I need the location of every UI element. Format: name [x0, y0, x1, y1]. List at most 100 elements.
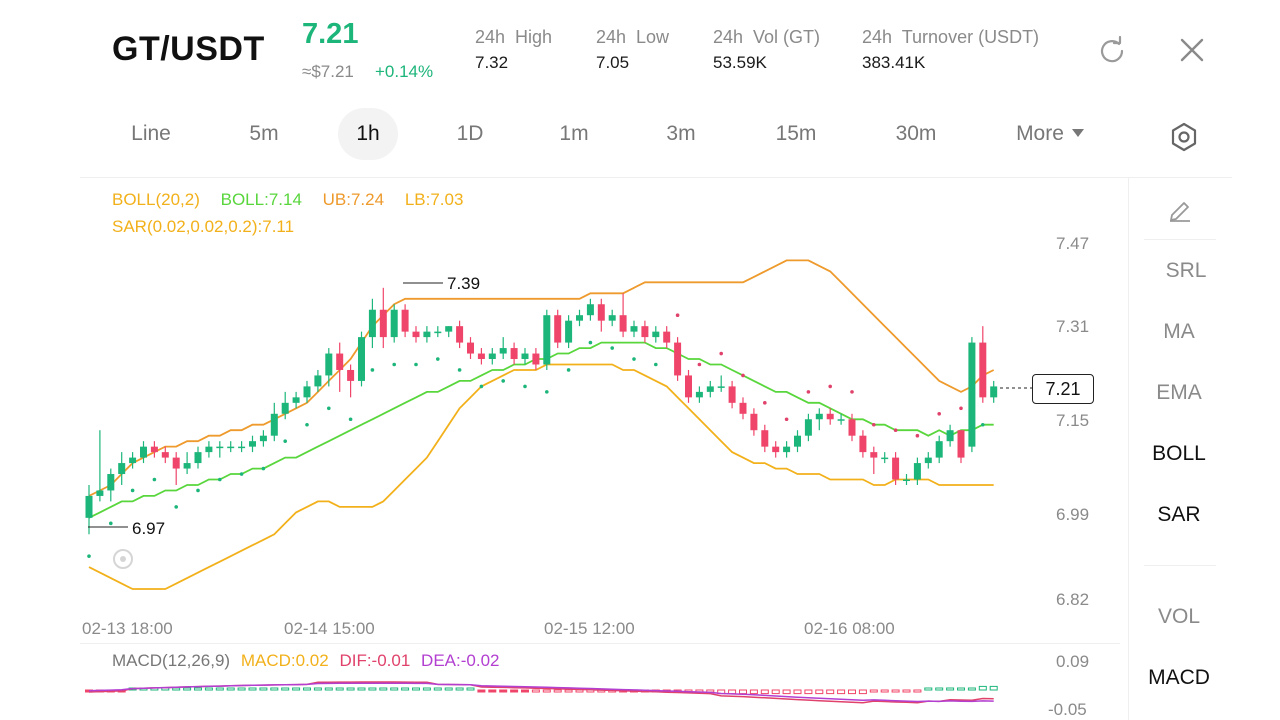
- stat-24h-volume: 24h Vol (GT) 53.59K: [713, 27, 820, 73]
- candle-body: [881, 457, 889, 460]
- macd-bar: [967, 687, 976, 691]
- candle: [129, 452, 137, 469]
- macd-bar: [433, 687, 442, 691]
- macd-bar: [172, 687, 181, 691]
- tab-1h[interactable]: 1h: [338, 108, 398, 160]
- tab-30m[interactable]: 30m: [876, 108, 956, 160]
- side-menu-separator: [1144, 565, 1216, 566]
- side-item-srl[interactable]: SRL: [1165, 259, 1207, 282]
- macd-bar: [531, 689, 540, 693]
- side-item-sar[interactable]: SAR: [1157, 503, 1201, 526]
- candle-body: [728, 386, 736, 403]
- candle: [401, 304, 409, 338]
- boll-value: BOLL:7.14: [220, 190, 302, 209]
- macd-bar: [510, 689, 519, 693]
- candle: [968, 337, 976, 453]
- sar-dot: [152, 477, 157, 482]
- candle-body: [325, 353, 333, 376]
- boll-middle-band: [88, 341, 994, 519]
- pencil-icon[interactable]: [1166, 195, 1194, 223]
- candle: [292, 391, 300, 409]
- candle: [412, 326, 420, 343]
- candle-body: [161, 452, 169, 458]
- refresh-icon[interactable]: [1097, 35, 1127, 65]
- sar-dot: [981, 422, 985, 427]
- tab-more[interactable]: More: [1000, 108, 1100, 160]
- stat-24h-low: 24h Low 7.05: [596, 27, 669, 73]
- candle-body: [129, 457, 137, 464]
- macd-bar: [455, 687, 464, 691]
- tab-3m[interactable]: 3m: [648, 108, 714, 160]
- candle-body: [445, 326, 453, 332]
- candle: [935, 435, 943, 464]
- macd-bar: [281, 687, 290, 691]
- tab-15m[interactable]: 15m: [758, 108, 834, 160]
- close-icon[interactable]: [1177, 35, 1207, 65]
- macd-bar: [760, 689, 769, 695]
- stat-value: 53.59K: [713, 53, 767, 72]
- side-item-ma[interactable]: MA: [1163, 320, 1195, 343]
- sar-dot: [828, 384, 832, 389]
- macd-bar: [422, 687, 431, 691]
- tab-1d[interactable]: 1D: [438, 108, 502, 160]
- macd-bar: [978, 685, 987, 691]
- candle-body: [107, 474, 115, 491]
- candle: [728, 380, 736, 409]
- side-item-boll[interactable]: BOLL: [1152, 442, 1206, 465]
- sar-dots: [87, 313, 985, 558]
- caret-down-icon: [1071, 129, 1084, 137]
- macd-bar: [858, 689, 867, 695]
- macd-bar: [521, 689, 529, 693]
- sar-dot: [959, 406, 963, 411]
- side-menu-divider: [1128, 178, 1129, 720]
- candle: [477, 348, 485, 365]
- candle-body: [870, 452, 878, 458]
- candle-body: [750, 413, 758, 431]
- candle: [576, 309, 583, 327]
- candle-body: [390, 309, 398, 338]
- side-item-macd[interactable]: MACD: [1148, 666, 1210, 689]
- candle-body: [586, 304, 594, 316]
- candle: [619, 293, 627, 338]
- candle-body: [804, 419, 812, 436]
- candle: [325, 348, 333, 387]
- macd-bar: [204, 687, 213, 691]
- time-axis-label: 02-16 08:00: [804, 619, 895, 638]
- macd-bar: [390, 687, 399, 691]
- candle-body: [772, 446, 780, 453]
- macd-bar: [564, 689, 573, 693]
- macd-bar: [346, 687, 355, 691]
- candle-body: [913, 463, 921, 480]
- candle-body: [216, 446, 224, 449]
- tab-1m[interactable]: 1m: [542, 108, 606, 160]
- candle: [434, 326, 442, 338]
- side-item-vol[interactable]: VOL: [1157, 605, 1201, 628]
- candle: [554, 309, 562, 349]
- tab-5m[interactable]: 5m: [228, 108, 300, 160]
- candle-body: [347, 369, 355, 381]
- candle-body: [706, 386, 714, 392]
- macd-bar: [357, 687, 366, 691]
- candle: [892, 452, 900, 485]
- macd-bar: [989, 685, 998, 691]
- side-item-ema[interactable]: EMA: [1156, 381, 1202, 404]
- candle: [259, 430, 267, 447]
- stat-label: 24h Low: [596, 27, 670, 47]
- candle: [172, 452, 180, 485]
- candle: [739, 397, 747, 420]
- macd-bar: [542, 689, 551, 693]
- tab-line[interactable]: Line: [112, 108, 190, 160]
- sar-dot: [109, 521, 113, 526]
- settings-icon[interactable]: [1168, 121, 1200, 153]
- macd-bar: [935, 687, 944, 691]
- price-axis-label: 6.99: [1056, 505, 1090, 524]
- candle: [913, 457, 921, 485]
- candle: [467, 337, 474, 360]
- candle: [685, 369, 692, 403]
- candle: [815, 408, 823, 431]
- candle-body: [859, 435, 867, 453]
- sar-dot: [763, 401, 767, 405]
- candle-body: [837, 419, 845, 421]
- candle-body: [619, 315, 627, 332]
- candlestick-chart[interactable]: [0, 178, 1128, 720]
